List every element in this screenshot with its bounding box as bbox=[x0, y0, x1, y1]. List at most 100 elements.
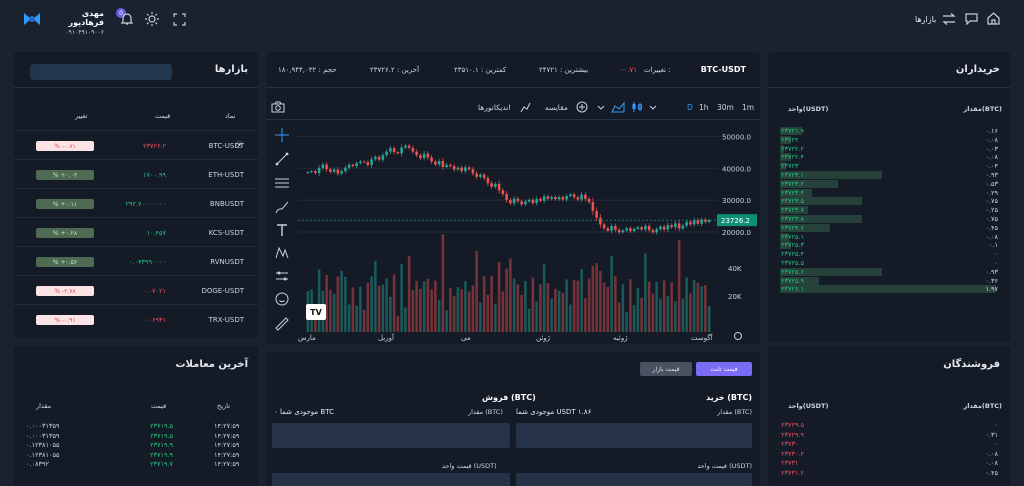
trade-amount: ۰.۱۲۳۸۱۰۵۵ bbox=[26, 441, 60, 449]
volume-bar bbox=[565, 279, 568, 332]
bid-price[interactable]: ۲۳۷۲۳.۸ bbox=[781, 215, 805, 223]
brush-icon[interactable] bbox=[275, 200, 289, 214]
bid-price[interactable]: ۲۳۷۲۶.۱ bbox=[781, 285, 805, 294]
ask-price[interactable]: ۲۳۷۳۰.۲ bbox=[781, 449, 805, 458]
camera-icon[interactable] bbox=[271, 101, 285, 113]
ask-price[interactable]: ۲۳۷۳۱.۲ bbox=[781, 468, 805, 477]
bid-price[interactable]: ۲۳۷۲۳ bbox=[781, 162, 799, 171]
volume-bar bbox=[542, 264, 546, 332]
timeframe-1h[interactable]: 1h bbox=[699, 103, 709, 112]
crosshair-icon[interactable] bbox=[275, 128, 289, 142]
buy-price-input[interactable] bbox=[516, 473, 752, 486]
trade-price: ۲۳۷۱۹.۵ bbox=[150, 431, 174, 440]
favorite-icon[interactable]: ⦿ bbox=[236, 141, 243, 149]
chevron-down-icon[interactable] bbox=[649, 105, 657, 111]
measure-icon[interactable] bbox=[275, 269, 289, 283]
bid-price[interactable]: ۲۳۷۲۵.۴ bbox=[781, 250, 805, 259]
user-name[interactable]: مهدی فرهادپور bbox=[68, 9, 105, 27]
candle bbox=[595, 211, 598, 218]
volume-bar bbox=[659, 298, 662, 332]
candle bbox=[306, 172, 310, 174]
swap-icon[interactable] bbox=[942, 13, 956, 25]
bid-price[interactable]: ۲۳۷۲۴.۶ bbox=[781, 223, 805, 232]
sun-icon[interactable] bbox=[145, 12, 159, 26]
home-icon[interactable] bbox=[987, 12, 1000, 25]
text-tool-icon[interactable] bbox=[275, 223, 289, 237]
bid-price[interactable]: ۲۳۷۲۵.۹ bbox=[781, 276, 805, 285]
chevron-down-icon[interactable] bbox=[597, 105, 605, 111]
bid-price[interactable]: ۲۳۷۲۳.۵ bbox=[781, 197, 805, 206]
trend-line-icon[interactable] bbox=[275, 152, 289, 166]
market-row[interactable]: TRX-USDT ۰.۰۶۹۳۱ % -۰.۹۱ bbox=[14, 304, 258, 333]
bid-price[interactable]: ۲۳۷۲۵.۱ bbox=[781, 232, 805, 241]
limit-price-tab[interactable]: قیمت ثابت bbox=[696, 362, 752, 376]
candle bbox=[527, 199, 531, 202]
candle bbox=[561, 196, 565, 200]
trade-row: ۱۴:۲۷:۵۹ ۲۳۷۱۹.۷ ۰.۰۸۳۹۲ bbox=[14, 460, 258, 469]
candle bbox=[659, 226, 662, 230]
fullscreen-icon[interactable] bbox=[173, 13, 186, 26]
volume-bar bbox=[482, 276, 486, 332]
x-tick-label: ژوئن bbox=[536, 334, 551, 342]
timeframe-d[interactable]: D bbox=[687, 103, 693, 112]
market-row[interactable]: RVNUSDT ۰.۰۴۳۹۹۰۰۰۰ % +۰.۵۶ bbox=[14, 246, 258, 275]
nav-markets-label[interactable]: بازارها bbox=[915, 15, 937, 24]
timeframe-30m[interactable]: 30m bbox=[717, 103, 734, 112]
volume-bar bbox=[662, 280, 666, 332]
price-chart[interactable]: 50000.0 40000.0 30000.0 20000.0 40K 20K 23726.… bbox=[298, 122, 760, 344]
buy-amount-input[interactable] bbox=[516, 423, 752, 448]
plus-circle-icon[interactable] bbox=[576, 101, 588, 113]
volume-bar bbox=[550, 298, 553, 332]
market-row[interactable]: KCS-USDT ۱۰.۴۵۷ % +۰.۲۸ bbox=[14, 217, 258, 246]
bid-price[interactable]: ۲۳۷۲۳.۱ bbox=[781, 171, 805, 179]
trade-time: ۱۴:۲۷:۵۹ bbox=[214, 431, 240, 440]
candles-icon[interactable] bbox=[631, 101, 643, 113]
depth-bar bbox=[780, 232, 789, 241]
timeframe-1m[interactable]: 1m bbox=[742, 103, 755, 112]
bid-price[interactable]: ۲۳۷۲۲ bbox=[781, 135, 799, 144]
candle bbox=[336, 169, 340, 174]
market-search-input[interactable] bbox=[30, 64, 172, 80]
market-row[interactable]: BNBUSDT ۲۹۲.۷۰۰۰۰۰۰۰ % +۰.۱۱ bbox=[14, 188, 258, 217]
market-row[interactable]: BTC-USDT ۲۳۷۲۶.۲ % -۰.۷۱ bbox=[14, 130, 258, 159]
compare-button[interactable]: مقایسه bbox=[545, 103, 568, 112]
emoji-icon[interactable] bbox=[275, 292, 289, 306]
volume-bar bbox=[479, 302, 482, 332]
market-row[interactable]: DOGE-USDT ۰.۰۷۰۲۱ % -۲.۷۸ bbox=[14, 275, 258, 304]
bid-price[interactable]: ۲۳۷۲۳.۲ bbox=[781, 179, 805, 188]
candle bbox=[430, 157, 433, 162]
volume-bar bbox=[614, 276, 617, 332]
volume-bar bbox=[494, 303, 497, 332]
chat-icon[interactable] bbox=[965, 13, 978, 25]
indicators-icon[interactable] bbox=[520, 102, 531, 113]
bid-price[interactable]: ۲۳۷۲۳.۴ bbox=[781, 188, 805, 197]
market-price-tab[interactable]: قیمت بازار bbox=[640, 362, 692, 376]
bell-icon[interactable] bbox=[120, 12, 134, 26]
sell-amount-input[interactable] bbox=[272, 423, 510, 448]
settings-gear-icon[interactable] bbox=[734, 332, 742, 340]
ruler-icon[interactable] bbox=[275, 317, 289, 331]
depth-bar bbox=[780, 285, 996, 294]
candle bbox=[475, 173, 478, 177]
ask-price[interactable]: ۲۳۷۳۰ bbox=[781, 440, 799, 448]
indicators-button[interactable]: اندیکاتورها bbox=[478, 103, 511, 112]
ask-price[interactable]: ۲۳۷۳۱ bbox=[781, 459, 799, 467]
market-row[interactable]: ETH-USDT ۱۷۰۰.۹۹ % +۰.۰۳ bbox=[14, 159, 258, 188]
volume-bar bbox=[557, 290, 561, 332]
pattern-icon[interactable] bbox=[275, 246, 289, 260]
bid-price[interactable]: ۲۳۷۲۳.۷ bbox=[781, 206, 805, 215]
bid-amount: ۰.۱۶ bbox=[985, 127, 998, 135]
bid-price[interactable]: ۲۳۷۲۵.۶ bbox=[781, 267, 805, 276]
bid-price[interactable]: ۲۳۷۲۵.۵ bbox=[781, 259, 805, 267]
fib-icon[interactable] bbox=[275, 176, 289, 190]
bid-price[interactable]: ۲۳۷۲۱.۹ bbox=[781, 127, 805, 135]
bid-amount: ۱.۹۷ bbox=[985, 285, 998, 294]
ask-price[interactable]: ۲۳۷۲۹.۹ bbox=[781, 430, 805, 439]
bid-price[interactable]: ۲۳۷۲۲.۲ bbox=[781, 144, 805, 153]
bid-price[interactable]: ۲۳۷۲۵.۳ bbox=[781, 241, 805, 250]
ask-price[interactable]: ۲۳۷۲۹.۵ bbox=[781, 421, 805, 429]
bid-price[interactable]: ۲۳۷۲۲.۴ bbox=[781, 153, 805, 162]
sell-price-input[interactable] bbox=[272, 473, 510, 486]
area-chart-icon[interactable] bbox=[611, 101, 625, 113]
trade-price: ۲۳۷۱۹.۷ bbox=[150, 460, 174, 468]
